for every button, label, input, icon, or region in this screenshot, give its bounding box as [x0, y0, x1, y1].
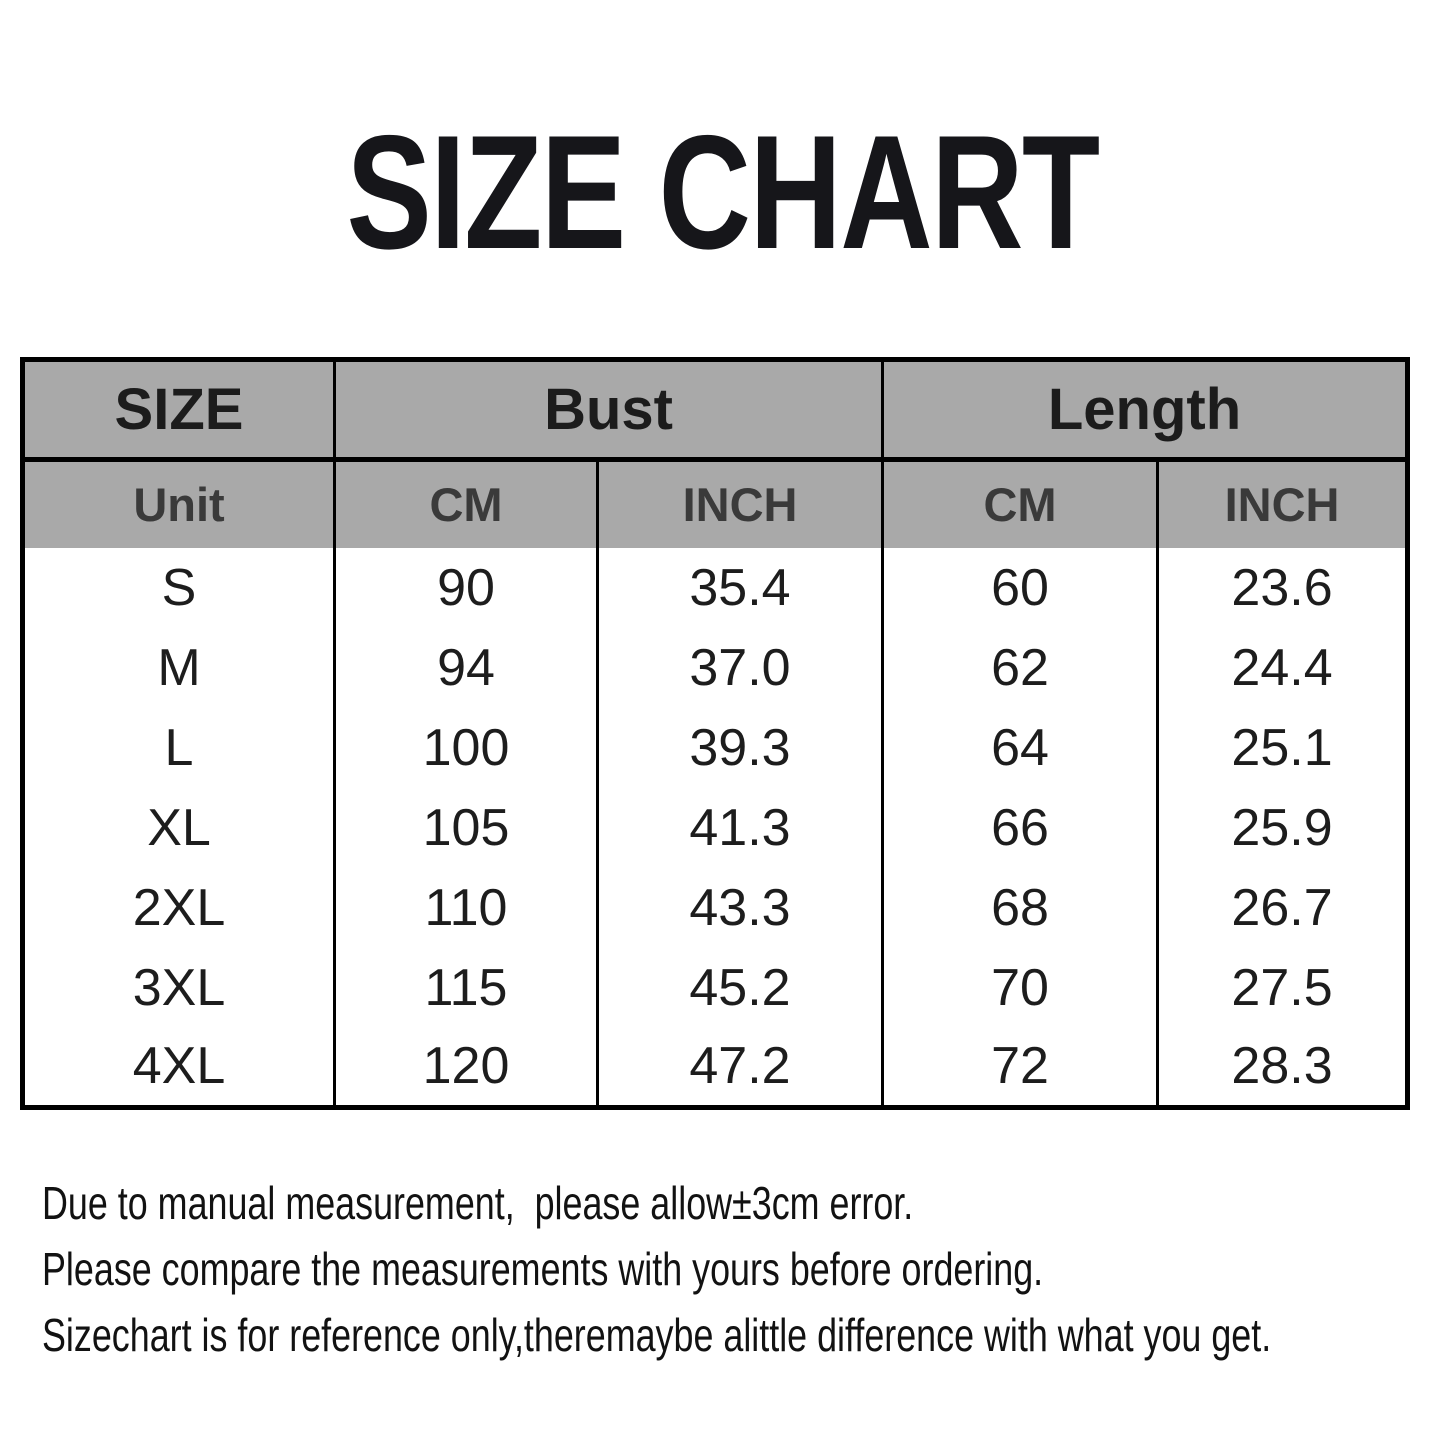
- header-bust: Bust: [334, 359, 885, 462]
- length-inch-cell: 23.6: [1157, 547, 1408, 628]
- table-row-xl: XL 105 41.3 66 25.9: [22, 787, 1408, 868]
- bust-cm-label: CM: [334, 459, 599, 548]
- table-row-s: S 90 35.4 60 23.6: [22, 547, 1408, 628]
- table-row-l: L 100 39.3 64 25.1: [22, 707, 1408, 788]
- length-cm-cell: 68: [882, 867, 1160, 948]
- length-cm-label: CM: [882, 459, 1160, 548]
- length-inch-cell: 24.4: [1157, 627, 1408, 708]
- bust-inch-cell: 35.4: [597, 547, 885, 628]
- note-compare-measurements: Please compare the measurements with you…: [42, 1243, 1044, 1295]
- length-cm-cell: 64: [882, 707, 1160, 788]
- length-inch-cell: 25.9: [1157, 787, 1408, 868]
- bust-cm-cell: 120: [334, 1027, 599, 1108]
- length-inch-cell: 28.3: [1157, 1027, 1408, 1108]
- table-row-4xl: 4XL 120 47.2 72 28.3: [22, 1027, 1408, 1108]
- unit-label: Unit: [22, 459, 336, 548]
- bust-cm-cell: 110: [334, 867, 599, 948]
- footer-notes: Due to manual measurement, please allow±…: [42, 1180, 1445, 1378]
- note-measurement-error: Due to manual measurement, please allow±…: [42, 1177, 914, 1229]
- table-row-m: M 94 37.0 62 24.4: [22, 627, 1408, 708]
- length-inch-cell: 25.1: [1157, 707, 1408, 788]
- size-cell: 4XL: [22, 1027, 336, 1108]
- table-row-2xl: 2XL 110 43.3 68 26.7: [22, 867, 1408, 948]
- bust-inch-cell: 41.3: [597, 787, 885, 868]
- length-cm-cell: 62: [882, 627, 1160, 708]
- size-cell: S: [22, 547, 336, 628]
- bust-cm-cell: 90: [334, 547, 599, 628]
- header-size: SIZE: [22, 359, 336, 462]
- length-inch-label: INCH: [1157, 459, 1408, 548]
- bust-inch-label: INCH: [597, 459, 885, 548]
- note-reference-only: Sizechart is for reference only,theremay…: [42, 1309, 1272, 1361]
- table-unit-row: Unit CM INCH CM INCH: [22, 459, 1408, 548]
- page-title: SIZE CHART: [346, 102, 1100, 283]
- length-cm-cell: 60: [882, 547, 1160, 628]
- length-cm-cell: 66: [882, 787, 1160, 868]
- size-cell: L: [22, 707, 336, 788]
- bust-inch-cell: 39.3: [597, 707, 885, 788]
- length-inch-cell: 26.7: [1157, 867, 1408, 948]
- bust-inch-cell: 37.0: [597, 627, 885, 708]
- bust-cm-cell: 94: [334, 627, 599, 708]
- bust-inch-cell: 45.2: [597, 947, 885, 1028]
- header-length: Length: [882, 359, 1408, 462]
- size-cell: 2XL: [22, 867, 336, 948]
- bust-inch-cell: 47.2: [597, 1027, 885, 1108]
- length-cm-cell: 72: [882, 1027, 1160, 1108]
- bust-cm-cell: 115: [334, 947, 599, 1028]
- bust-cm-cell: 100: [334, 707, 599, 788]
- length-inch-cell: 27.5: [1157, 947, 1408, 1028]
- size-cell: M: [22, 627, 336, 708]
- bust-cm-cell: 105: [334, 787, 599, 868]
- size-table: SIZE Bust Length Unit CM INCH CM INCH S …: [20, 357, 1411, 1110]
- size-cell: XL: [22, 787, 336, 868]
- length-cm-cell: 70: [882, 947, 1160, 1028]
- table-header-row: SIZE Bust Length: [22, 359, 1408, 462]
- bust-inch-cell: 43.3: [597, 867, 885, 948]
- table-row-3xl: 3XL 115 45.2 70 27.5: [22, 947, 1408, 1028]
- size-cell: 3XL: [22, 947, 336, 1028]
